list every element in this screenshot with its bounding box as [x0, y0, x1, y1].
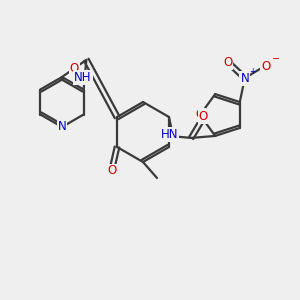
Text: NH: NH	[74, 71, 92, 84]
Text: O: O	[199, 110, 208, 123]
Text: −: −	[272, 54, 280, 64]
Text: O: O	[107, 164, 117, 178]
Text: O: O	[195, 109, 205, 122]
Text: O: O	[70, 62, 79, 75]
Text: N: N	[58, 121, 66, 134]
Text: N: N	[240, 72, 249, 85]
Text: O: O	[223, 56, 232, 69]
Text: O: O	[261, 60, 270, 73]
Text: +: +	[249, 67, 256, 76]
Text: HN: HN	[160, 128, 178, 141]
